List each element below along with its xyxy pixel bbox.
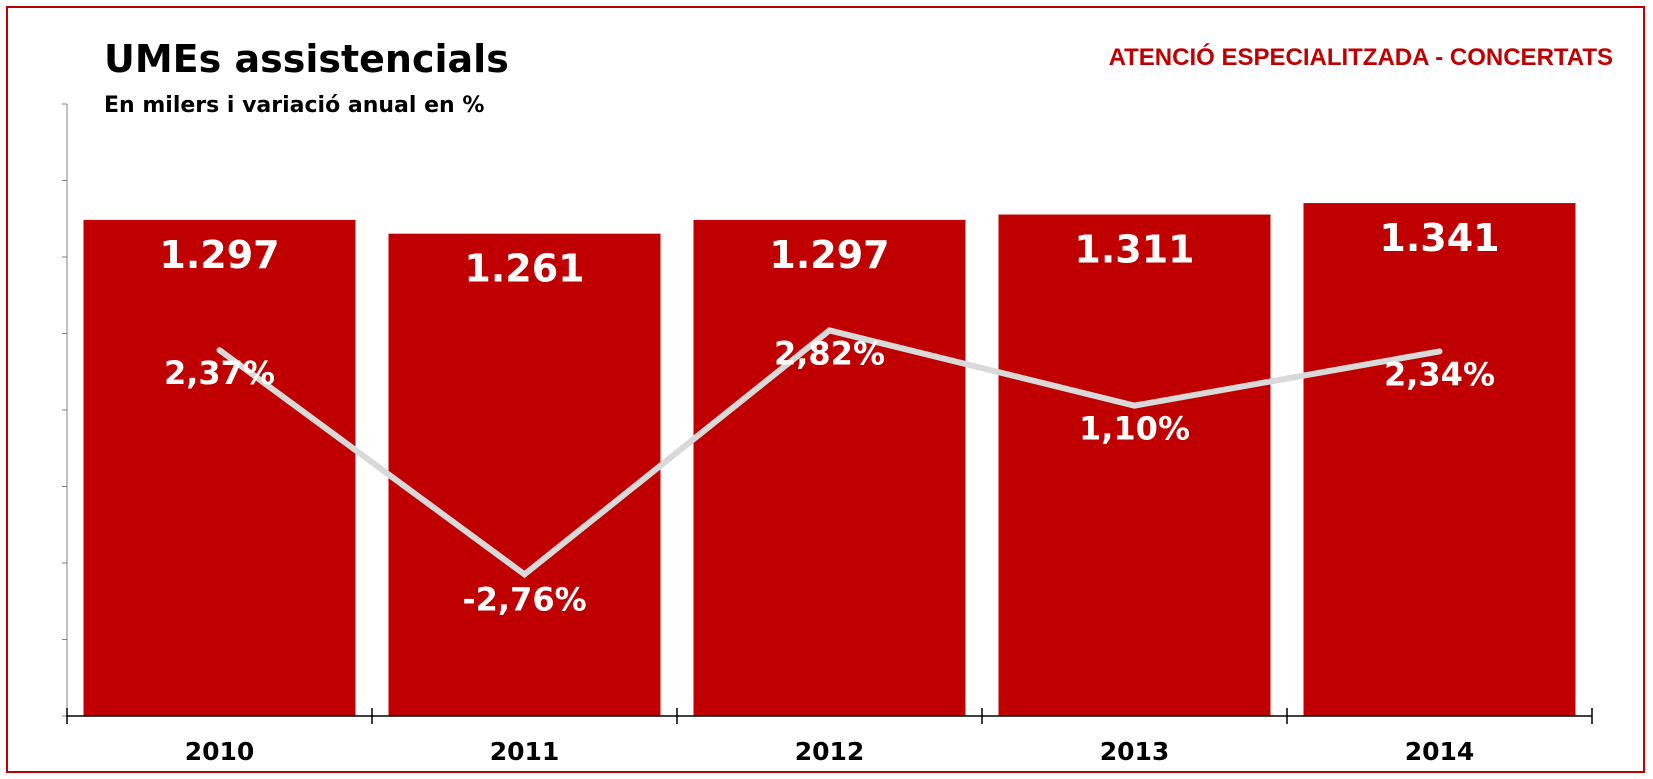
chart-title: UMEs assistencials [104, 37, 509, 81]
x-tick-label-2012: 2012 [795, 737, 865, 766]
variation-point-2014 [1436, 348, 1443, 355]
bar-value-label-2013: 1.311 [1074, 228, 1194, 272]
variation-point-2012 [826, 327, 833, 334]
variation-label-2014: 2,34% [1384, 355, 1495, 393]
bar-value-label-2012: 1.297 [769, 233, 889, 277]
bar-2011 [388, 233, 661, 717]
bar-2014 [1303, 203, 1576, 716]
variation-label-2010: 2,37% [164, 354, 275, 392]
section-label: ATENCIÓ ESPECIALITZADA - CONCERTATS [1108, 44, 1613, 71]
variation-label-2012: 2,82% [774, 334, 885, 372]
variation-label-2013: 1,10% [1079, 410, 1190, 448]
variation-label-2011: -2,76% [462, 580, 586, 618]
x-tick-label-2011: 2011 [490, 737, 560, 766]
bar-2013 [998, 214, 1271, 717]
variation-point-2011 [521, 571, 528, 578]
bar-value-label-2011: 1.261 [464, 247, 584, 291]
x-tick-label-2013: 2013 [1100, 737, 1170, 766]
bar-2012 [693, 219, 966, 716]
x-tick-label-2010: 2010 [185, 737, 255, 766]
variation-point-2013 [1131, 402, 1138, 409]
bar-2010 [83, 219, 356, 716]
x-tick-label-2014: 2014 [1405, 737, 1475, 766]
variation-point-2010 [216, 347, 223, 354]
bar-value-label-2010: 1.297 [159, 233, 279, 277]
bar-value-label-2014: 1.341 [1379, 216, 1499, 260]
chart-subtitle: En milers i variació anual en % [104, 93, 485, 118]
